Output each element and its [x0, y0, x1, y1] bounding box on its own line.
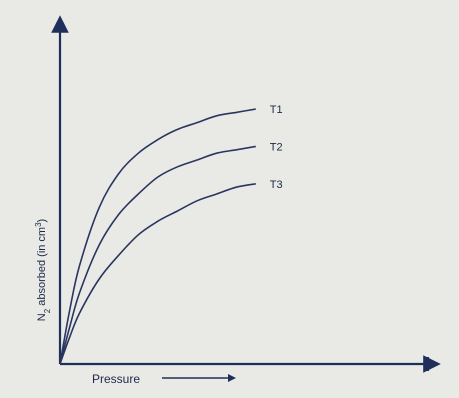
series-layer: T1 T2 T3 — [59, 104, 283, 365]
series-line-t2 — [59, 145, 256, 365]
series-label-t2: T2 — [270, 141, 283, 153]
y-label-close: ) — [36, 219, 48, 223]
series-line-t3 — [59, 183, 256, 365]
y-axis-label: N2 absorbed (in cm3) — [34, 219, 52, 321]
x-label-arrowhead — [228, 374, 236, 382]
series-line-t1 — [59, 108, 256, 365]
x-axis-label: Pressure — [92, 372, 140, 386]
y-label-symbol: N — [36, 313, 48, 321]
y-label-subscript: 2 — [43, 308, 52, 313]
series-label-t3: T3 — [270, 179, 283, 191]
series-label-t1: T1 — [270, 104, 283, 116]
y-label-superscript: 3 — [34, 222, 43, 227]
y-label-text: absorbed (in cm — [36, 227, 48, 309]
